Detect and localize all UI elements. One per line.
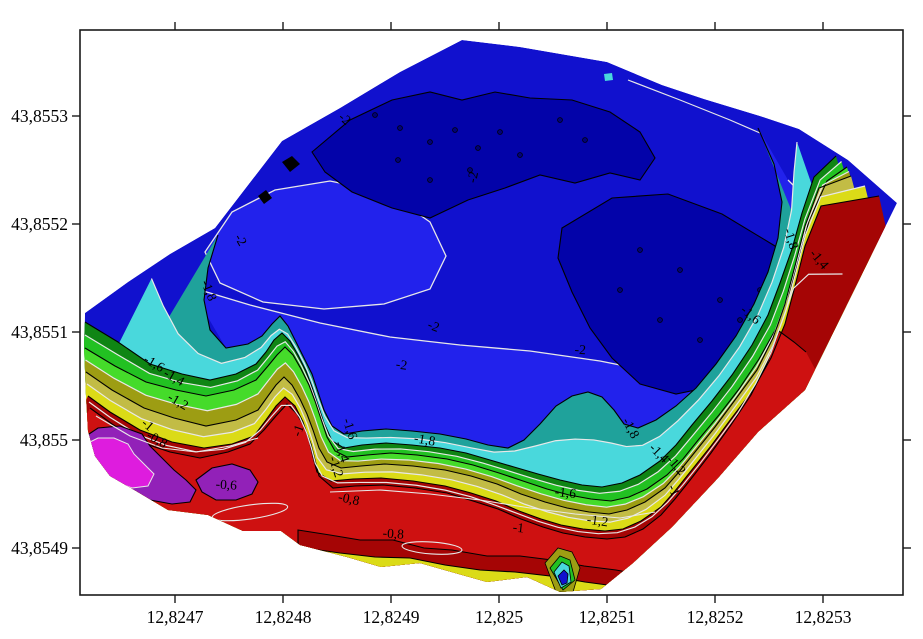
pinch-fan-band [557, 569, 569, 586]
white-contour-ne [627, 79, 761, 134]
contour-label: -1,6 [340, 416, 361, 441]
contour-green [84, 161, 842, 494]
y-tick-label: 43,8551 [11, 322, 68, 342]
white-contour-line [95, 415, 259, 453]
contour-label: -0,8 [337, 489, 361, 508]
contour-label: -1,4 [332, 439, 353, 464]
x-tick-label: 12,8252 [687, 607, 744, 627]
x-tick-label: 12,8253 [795, 607, 852, 627]
contour-label: -2 [426, 317, 442, 335]
contour-bright_green [84, 166, 848, 502]
navy-region-a [311, 91, 656, 219]
white-contour-loop [401, 541, 463, 555]
x-tick-label: 12,8247 [147, 607, 204, 627]
contour-dark_green [84, 155, 837, 488]
contour-label: -1 [665, 482, 683, 498]
y-tick-label: 43,8549 [11, 538, 68, 558]
depth-speck [372, 112, 378, 118]
depth-speck [677, 267, 683, 273]
depth-speck [395, 157, 401, 163]
edge-sliver [282, 156, 300, 172]
contour-olive [85, 170, 850, 508]
depth-speck [517, 152, 523, 158]
contour-label: -2 [395, 356, 408, 372]
depth-speck [427, 177, 433, 183]
contour-label: -1 [289, 423, 307, 439]
contour-label: -1,8 [413, 430, 437, 449]
y-tick-label: 43,8553 [11, 106, 68, 126]
depth-speck [582, 137, 588, 143]
depth-speck [657, 317, 663, 323]
axes: 12,8247 12,8248 12,8249 12,825 12,8251 12,825… [11, 22, 911, 627]
contour-label: -2 [574, 342, 586, 358]
contour-label: -1,2 [326, 454, 347, 479]
contour-label: -1,8 [781, 226, 802, 251]
depth-speck [452, 127, 458, 133]
contour-white-09 [88, 273, 843, 535]
depth-speck [427, 139, 433, 145]
depth-speck [497, 129, 503, 135]
edge-sliver [258, 190, 272, 204]
purple-blob [195, 463, 259, 501]
depth-speck [397, 125, 403, 131]
depth-speck [697, 337, 703, 343]
contour-label: -0,8 [382, 525, 405, 541]
depth-speck [475, 145, 481, 151]
survey-area: -2-2-2-2-2-2-1,8-1,8 -1,8-1,8-1,6-1,6-1,6… [84, 40, 897, 592]
contour-label: -0,6 [215, 476, 238, 492]
band-bright-blue-strip [190, 128, 843, 448]
x-tick-label: 12,8251 [579, 607, 636, 627]
x-tick-label: 12,8249 [363, 607, 420, 627]
plot-frame [79, 29, 904, 596]
depth-speck [737, 317, 743, 323]
contour-teal [203, 127, 783, 449]
contour-cyan [150, 141, 798, 453]
contour-label: -1 [512, 519, 525, 535]
depth-speck [717, 297, 723, 303]
x-tick-label: 12,825 [475, 607, 523, 627]
cyan-speck [604, 73, 613, 81]
y-tick-label: 43,8552 [11, 214, 68, 234]
depth-speck [617, 287, 623, 293]
depth-speck [637, 247, 643, 253]
contour-khaki [85, 175, 852, 515]
contour-label: -1,6 [554, 484, 577, 501]
depth-speck [557, 117, 563, 123]
contour-label: -2 [464, 170, 481, 184]
white-contour-line [329, 489, 656, 519]
band-red [84, 331, 897, 592]
contour-yellow [86, 185, 866, 523]
depth-speck [467, 167, 473, 173]
contour-label: -1,2 [586, 512, 609, 530]
x-tick-label: 12,8248 [255, 607, 312, 627]
bright-blue-basin [204, 180, 447, 310]
y-tick-label: 43,855 [20, 430, 68, 450]
contour-dark_red [87, 195, 880, 532]
